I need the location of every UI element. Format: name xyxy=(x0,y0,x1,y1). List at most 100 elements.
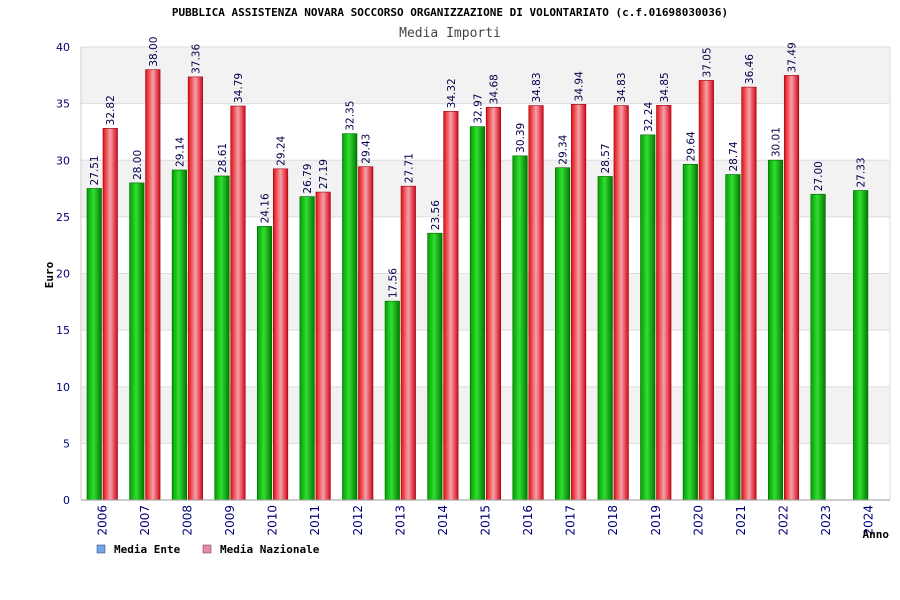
bar-ente-2018 xyxy=(597,176,613,501)
bar-ente-2013 xyxy=(384,300,400,501)
data-label-ente-2010: 24.16 xyxy=(260,193,272,223)
bar-ente-2021 xyxy=(725,174,741,501)
bar-nazionale-2019 xyxy=(656,105,672,501)
x-tick-label-2006: 2006 xyxy=(95,505,109,536)
bar-ente-2015 xyxy=(469,126,486,501)
bars: 27.51 28.00 29.14 28.61 24.16 26.79 32.35 17.56… xyxy=(86,37,869,501)
bar-nazionale-2020 xyxy=(698,80,714,501)
bar-ente-2007 xyxy=(129,182,145,501)
bar-nazionale-2011 xyxy=(315,191,331,501)
data-label-ente-2024: 27.33 xyxy=(856,157,868,187)
bar-ente-2023 xyxy=(810,193,826,501)
data-label-ente-2021: 28.74 xyxy=(728,141,740,171)
y-axis-label: Euro xyxy=(43,261,56,288)
x-tick-label-2014: 2014 xyxy=(436,505,450,536)
legend-label-media-nazionale: Media Nazionale xyxy=(220,543,320,556)
bar-ente-2022 xyxy=(767,159,784,501)
bar-ente-2011 xyxy=(299,196,315,501)
x-tick-label-2019: 2019 xyxy=(649,505,663,536)
y-tick-label: 30 xyxy=(56,154,70,167)
data-label-nazionale-2019: 34.85 xyxy=(659,72,671,102)
bar-ente-2010 xyxy=(257,226,273,501)
x-tick-label-2021: 2021 xyxy=(734,505,748,536)
x-tick-label-2022: 2022 xyxy=(777,505,791,536)
data-label-ente-2017: 29.34 xyxy=(558,134,570,164)
y-tick-label: 25 xyxy=(56,211,70,224)
data-label-nazionale-2021: 36.46 xyxy=(744,54,756,84)
data-label-ente-2013: 17.56 xyxy=(387,268,399,298)
x-tick-label-2007: 2007 xyxy=(138,505,152,536)
x-tick-label-2009: 2009 xyxy=(223,505,237,536)
data-label-nazionale-2018: 34.83 xyxy=(616,72,628,102)
bar-nazionale-2012 xyxy=(358,166,374,501)
bar-nazionale-2015 xyxy=(485,106,502,501)
data-label-nazionale-2014: 34.32 xyxy=(446,78,458,108)
data-label-nazionale-2013: 27.71 xyxy=(403,153,415,183)
data-label-ente-2018: 28.57 xyxy=(600,143,612,173)
y-axis: 0 5 10 15 20 25 30 35 40 xyxy=(56,41,891,507)
bar-ente-2012 xyxy=(342,133,358,501)
x-tick-label-2015: 2015 xyxy=(479,505,493,536)
data-label-nazionale-2008: 37.36 xyxy=(190,44,202,74)
bar-ente-2024 xyxy=(853,190,869,501)
data-label-ente-2019: 32.24 xyxy=(643,102,655,132)
legend: Media Ente Media Nazionale xyxy=(96,543,320,556)
data-label-ente-2015: 32.97 xyxy=(472,94,484,124)
chart-subtitle: Media Importi xyxy=(399,26,501,41)
data-label-ente-2009: 28.61 xyxy=(217,143,229,173)
x-tick-label-2018: 2018 xyxy=(606,505,620,536)
chart-title: PUBBLICA ASSISTENZA NOVARA SOCCORSO ORGA… xyxy=(172,6,728,19)
y-tick-label: 0 xyxy=(63,494,70,507)
x-axis: 2006 2007 2008 2009 2010 2011 2012 2013 2014 2015… xyxy=(81,499,890,536)
y-tick-label: 35 xyxy=(56,98,70,111)
data-label-nazionale-2011: 27.19 xyxy=(318,159,330,189)
data-label-ente-2011: 26.79 xyxy=(302,164,314,194)
data-label-ente-2014: 23.56 xyxy=(430,200,442,230)
data-label-nazionale-2020: 37.05 xyxy=(701,47,713,77)
data-label-ente-2006: 27.51 xyxy=(89,155,101,185)
bar-nazionale-2009 xyxy=(230,105,246,501)
bar-nazionale-2013 xyxy=(400,185,416,501)
bar-nazionale-2021 xyxy=(741,86,757,501)
x-tick-label-2020: 2020 xyxy=(691,505,705,536)
x-tick-label-2023: 2023 xyxy=(819,505,833,536)
y-tick-label: 10 xyxy=(56,381,70,394)
bar-ente-2006 xyxy=(86,188,102,501)
y-tick-label: 40 xyxy=(56,41,70,54)
data-label-nazionale-2010: 29.24 xyxy=(276,135,288,165)
bar-ente-2019 xyxy=(640,134,656,501)
bar-nazionale-2007 xyxy=(145,69,161,501)
bar-nazionale-2022 xyxy=(783,75,800,501)
data-label-ente-2022: 30.01 xyxy=(771,127,783,157)
data-label-nazionale-2006: 32.82 xyxy=(105,95,117,125)
data-label-ente-2007: 28.00 xyxy=(132,150,144,180)
data-label-nazionale-2022: 37.49 xyxy=(787,42,799,72)
bar-nazionale-2016 xyxy=(528,105,544,501)
x-tick-label-2008: 2008 xyxy=(180,505,194,536)
legend-label-media-ente: Media Ente xyxy=(114,543,181,556)
bar-ente-2014 xyxy=(427,232,443,501)
y-tick-label: 5 xyxy=(63,437,70,450)
bar-ente-2017 xyxy=(555,167,571,501)
data-label-nazionale-2016: 34.83 xyxy=(531,72,543,102)
x-tick-label-2024: 2024 xyxy=(862,505,876,536)
data-label-ente-2020: 29.64 xyxy=(685,131,697,161)
y-tick-label: 15 xyxy=(56,324,70,337)
x-tick-label-2013: 2013 xyxy=(393,505,407,536)
data-label-ente-2023: 27.00 xyxy=(813,161,825,191)
bar-nazionale-2008 xyxy=(187,76,203,501)
bar-nazionale-2006 xyxy=(102,128,118,501)
data-label-nazionale-2007: 38.00 xyxy=(148,37,160,67)
data-label-ente-2012: 32.35 xyxy=(345,101,357,131)
x-tick-label-2016: 2016 xyxy=(521,505,535,536)
bar-nazionale-2017 xyxy=(571,104,587,501)
data-label-ente-2016: 30.39 xyxy=(515,123,527,153)
bar-nazionale-2014 xyxy=(443,111,459,501)
legend-swatch-media-ente xyxy=(96,544,106,554)
legend-swatch-media-nazionale xyxy=(202,544,212,554)
data-label-nazionale-2012: 29.43 xyxy=(361,134,373,164)
bar-ente-2008 xyxy=(171,169,187,501)
x-tick-label-2012: 2012 xyxy=(351,505,365,536)
bar-nazionale-2010 xyxy=(273,168,289,501)
